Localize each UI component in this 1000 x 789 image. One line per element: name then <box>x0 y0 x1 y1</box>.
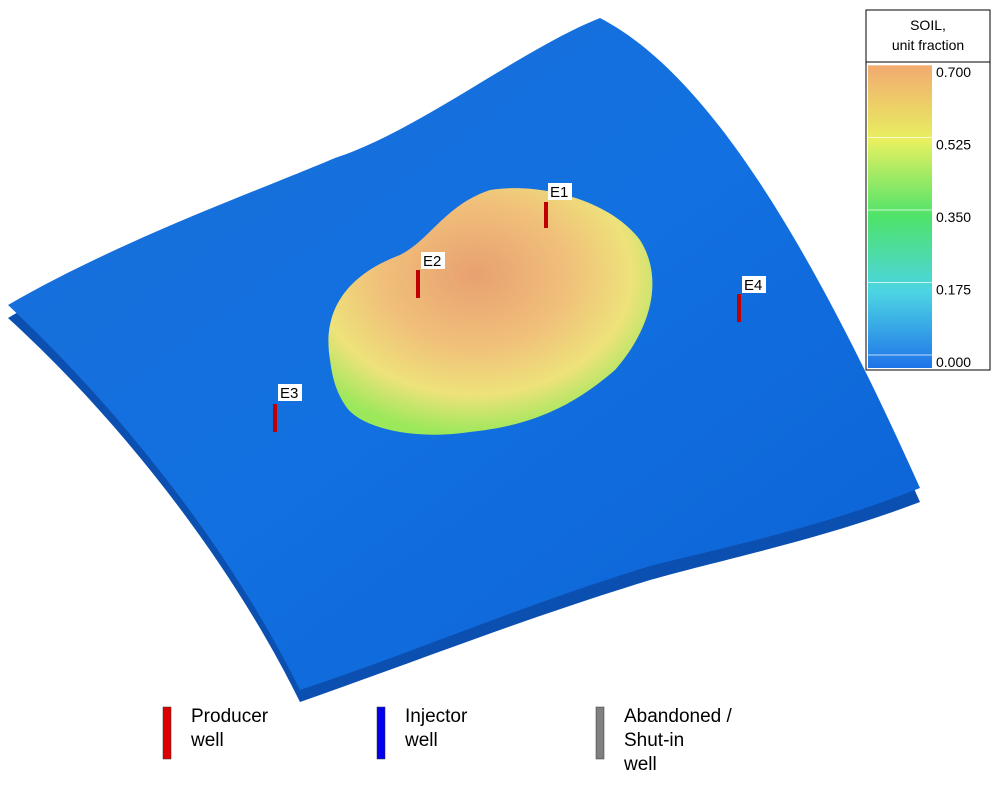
colorbar-title: SOIL, <box>910 17 946 33</box>
colorbar-tick-label: 0.175 <box>936 282 971 298</box>
colorbar-tick-label: 0.525 <box>936 137 971 153</box>
colorbar-tick-label: 0.000 <box>936 354 971 370</box>
legend-label: Abandoned / <box>624 706 732 727</box>
legend-label: well <box>404 730 438 751</box>
well-label-bg <box>742 276 766 293</box>
well-label: E2 <box>423 253 441 270</box>
colorbar: SOIL, unit fraction 0.700 0.525 0.350 0.175… <box>865 9 991 371</box>
well-label: E1 <box>550 184 568 201</box>
well <box>273 404 277 432</box>
colorbar-tick-label: 0.350 <box>936 209 971 225</box>
colorbar-ticks: 0.700 0.525 0.350 0.175 0.000 <box>868 64 971 370</box>
reservoir-model <box>8 18 920 702</box>
well <box>737 294 741 322</box>
legend-label: Producer <box>191 706 269 727</box>
legend-swatch <box>376 706 386 760</box>
legend-label: well <box>623 754 657 775</box>
legend: Producer well Injector well Abandoned / Shut-… <box>162 706 732 775</box>
well <box>544 202 548 228</box>
well-label-bg <box>278 384 302 401</box>
colorbar-gradient <box>868 65 932 368</box>
well-label: E3 <box>280 385 298 402</box>
wells: E1 E2 E3 E4 <box>273 183 766 432</box>
well-label-bg <box>421 252 445 269</box>
well <box>416 270 420 298</box>
legend-label: well <box>190 730 224 751</box>
legend-swatch <box>162 706 172 760</box>
well-label: E4 <box>744 277 762 294</box>
colorbar-title: unit fraction <box>892 37 964 53</box>
colorbar-tick-label: 0.700 <box>936 64 971 80</box>
well-label-bg <box>548 183 572 200</box>
legend-swatch <box>595 706 605 760</box>
legend-label: Injector <box>405 706 468 727</box>
legend-label: Shut-in <box>624 730 684 751</box>
